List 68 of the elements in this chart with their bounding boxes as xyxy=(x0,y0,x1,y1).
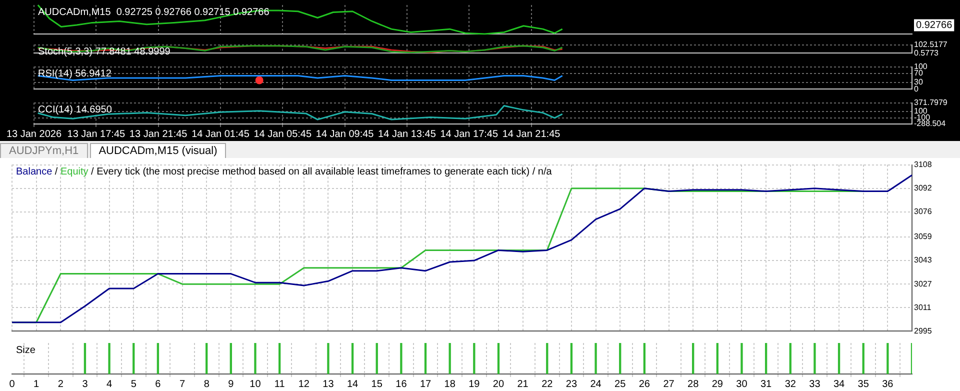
x-tick-label: 25 xyxy=(614,378,626,390)
x-tick-label: 3 xyxy=(82,378,88,390)
x-tick-label: 23 xyxy=(566,378,578,390)
x-tick-label: 35 xyxy=(858,378,870,390)
x-tick-label: 14 Jan 21:45 xyxy=(502,128,561,140)
chart-title: CCI(14) 14.6950 xyxy=(38,104,112,116)
y-tick-label: 2995 xyxy=(914,326,932,336)
chart-title: Size xyxy=(16,344,36,356)
x-tick-label: 28 xyxy=(688,378,700,390)
x-tick-label: 8 xyxy=(204,378,210,390)
x-tick-label: 24 xyxy=(590,378,602,390)
x-tick-label: 14 xyxy=(346,378,359,390)
y-tick-label: 3059 xyxy=(914,232,932,242)
x-tick-label: 13 Jan 21:45 xyxy=(129,128,188,140)
x-tick-label: 32 xyxy=(784,378,796,390)
y-tick-label: 3027 xyxy=(914,279,932,288)
x-tick-label: 13 xyxy=(322,378,334,390)
x-tick-label: 1 xyxy=(34,378,40,390)
x-tick-label: 17 xyxy=(420,378,432,390)
x-tick-label: 13 Jan 2026 xyxy=(6,128,62,140)
y-tick-label: 3011 xyxy=(914,302,932,312)
x-tick-label: 13 Jan 17:45 xyxy=(67,128,126,140)
x-tick-label: 36 xyxy=(882,378,894,390)
y-tick-label: 0.5773 xyxy=(914,48,940,58)
x-tick-label: 26 xyxy=(638,378,650,390)
x-tick-label: 14 Jan 09:45 xyxy=(316,128,374,140)
text: AUDCADm,M15 (visual) xyxy=(90,143,226,158)
x-tick-label: 12 xyxy=(298,378,310,390)
text: AUDJPYm,H1 xyxy=(0,143,88,158)
x-tick-label: 14 Jan 01:45 xyxy=(192,128,250,140)
x-tick-label: 14 Jan 05:45 xyxy=(254,128,312,140)
x-tick-label: 11 xyxy=(274,378,286,390)
x-tick-label: 9 xyxy=(228,378,234,390)
y-tick-label: 3043 xyxy=(914,256,932,265)
x-tick-label: 14 Jan 13:45 xyxy=(378,128,436,140)
x-tick-label: 5 xyxy=(130,378,137,390)
chart-title: RSI(14) 56.9412 xyxy=(38,68,112,80)
x-tick-label: 34 xyxy=(833,378,846,390)
x-tick-label: 19 xyxy=(468,378,480,390)
x-tick-label: 4 xyxy=(106,378,113,390)
x-tick-label: 30 xyxy=(736,378,748,390)
y-tick-label: 3108 xyxy=(914,160,932,170)
x-tick-label: 2 xyxy=(58,378,64,390)
x-tick-label: 7 xyxy=(179,378,186,390)
x-tick-label: 20 xyxy=(492,378,504,390)
y-tick-label: 0 xyxy=(914,84,919,94)
y-tick-label: 30 xyxy=(914,78,924,87)
x-tick-label: 22 xyxy=(542,378,554,390)
y-tick-label: 371.7979 xyxy=(914,98,948,108)
y-tick-label: -288.504 xyxy=(914,119,946,128)
y-tick-label: 3092 xyxy=(914,184,932,193)
x-tick-label: 21 xyxy=(517,378,529,390)
y-tick-label: 70 xyxy=(914,68,924,78)
text: 0.92766 xyxy=(916,20,953,32)
y-tick-label: 3076 xyxy=(914,207,932,216)
x-tick-label: 33 xyxy=(809,378,821,390)
x-tick-label: 14 Jan 17:45 xyxy=(440,128,498,140)
chart-title: Balance / Equity / Every tick (the most precise method based on all available least timeframes to generate each tick) / n/a xyxy=(16,166,552,178)
x-tick-label: 16 xyxy=(396,378,408,390)
x-tick-label: 29 xyxy=(712,378,724,390)
x-tick-label: 15 xyxy=(371,378,383,390)
x-tick-label: 0 xyxy=(9,378,16,390)
x-tick-label: 6 xyxy=(155,378,162,390)
x-tick-label: 10 xyxy=(250,378,262,390)
x-tick-label: 27 xyxy=(663,378,675,390)
x-tick-label: 31 xyxy=(760,378,772,390)
y-tick-label: 102.5177 xyxy=(914,40,948,50)
x-tick-label: 18 xyxy=(444,378,456,390)
